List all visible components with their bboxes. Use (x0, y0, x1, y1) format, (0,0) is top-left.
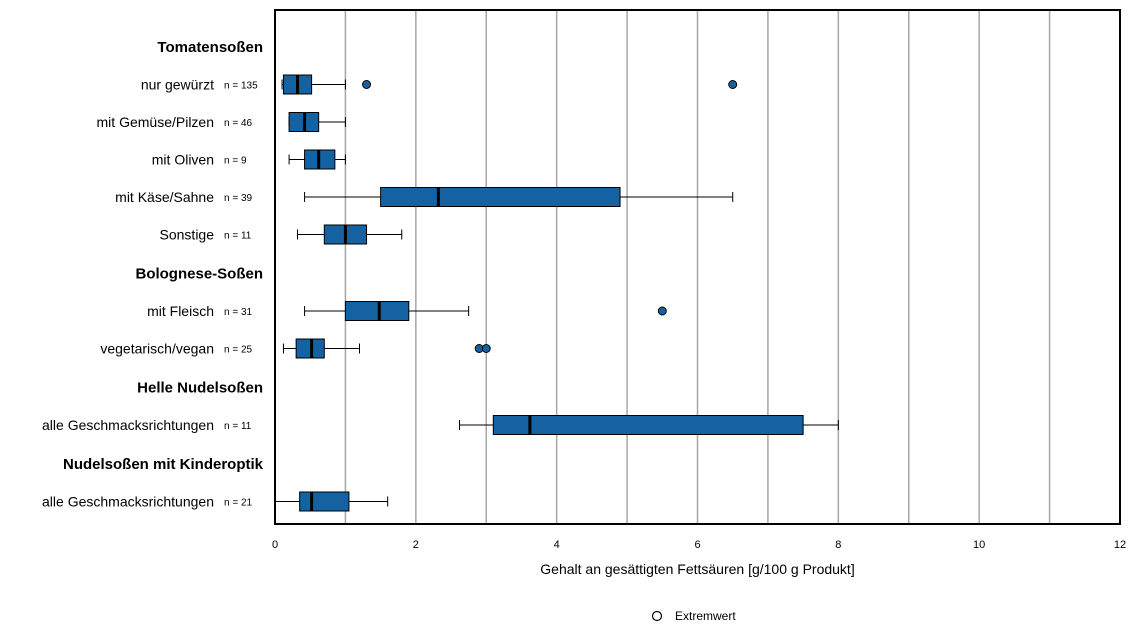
category-label: mit Gemüse/Pilzen (97, 114, 214, 130)
x-tick-label: 12 (1114, 539, 1126, 551)
category-label: vegetarisch/vegan (100, 341, 214, 357)
sample-size-label: n = 39 (224, 193, 253, 204)
outlier-point (362, 80, 372, 89)
box-mit-k-se-sahne (304, 187, 734, 207)
x-axis-label: Gehalt an gesättigten Fettsäuren [g/100 … (540, 561, 854, 577)
box-vegetarisch-vegan (282, 338, 491, 359)
outlier-point (728, 80, 738, 89)
category-label: Sonstige (160, 227, 215, 243)
iqr-box (299, 491, 350, 512)
x-axis-ticks: 0 2 4 6 8 10 12 (272, 539, 1126, 551)
box-mit-gem-se-pilzen (288, 112, 346, 132)
x-tick-label: 4 (554, 539, 560, 551)
box-mit-oliven (288, 149, 346, 170)
iqr-box (492, 415, 804, 435)
iqr-box (344, 301, 410, 321)
sample-size-label: n = 25 (224, 345, 253, 356)
box-alle-geschmacksrichtungen (274, 491, 389, 512)
x-tick-label: 0 (272, 539, 278, 551)
sample-size-label: n = 11 (224, 231, 252, 242)
group-title: Bolognese-Soßen (135, 266, 263, 283)
category-label: mit Käse/Sahne (115, 189, 214, 205)
outlier-point (481, 344, 491, 353)
group-title: Tomatensoßen (157, 39, 263, 56)
iqr-box (380, 187, 621, 207)
category-labels: Tomatensoßen nur gewürzt n = 135 mit Gemüse… (42, 39, 264, 510)
sample-size-label: n = 46 (224, 118, 253, 129)
sample-size-label: n = 11 (224, 421, 252, 432)
category-label: mit Fleisch (147, 303, 214, 319)
category-label: mit Oliven (152, 152, 214, 168)
box-nur-gew-rzt (281, 74, 738, 95)
box-series (274, 74, 839, 512)
x-tick-label: 2 (413, 539, 419, 551)
category-label: alle Geschmacksrichtungen (42, 494, 214, 510)
outlier-point (657, 306, 667, 316)
sample-size-label: n = 31 (224, 307, 253, 318)
x-tick-label: 8 (835, 539, 841, 551)
legend: Extremwert (651, 609, 736, 623)
x-tick-label: 6 (694, 539, 700, 551)
group-title: Helle Nudelsoßen (137, 380, 263, 397)
category-label: nur gewürzt (141, 77, 214, 93)
group-title: Nudelsoßen mit Kinderoptik (63, 456, 264, 473)
sample-size-label: n = 135 (224, 81, 258, 92)
box-alle-geschmacksrichtungen (458, 415, 839, 435)
plot-area (274, 9, 1121, 525)
gridlines (344, 10, 1051, 524)
box-sonstige (297, 224, 403, 245)
sample-size-label: n = 9 (224, 156, 247, 167)
legend-outlier-marker (651, 610, 663, 622)
sample-size-label: n = 21 (224, 498, 253, 509)
legend-label: Extremwert (675, 609, 736, 623)
x-tick-label: 10 (973, 539, 985, 551)
category-label: alle Geschmacksrichtungen (42, 417, 214, 433)
box-mit-fleisch (304, 301, 667, 321)
